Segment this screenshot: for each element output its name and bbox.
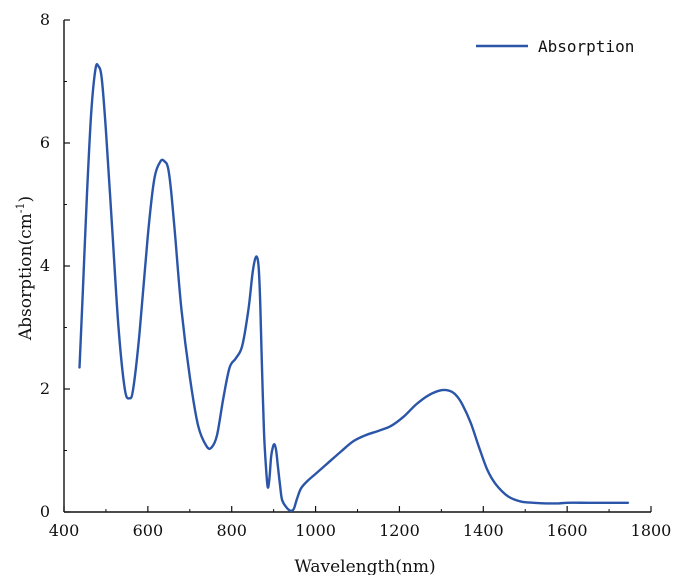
x-tick-label: 1800 (631, 521, 672, 540)
y-axis-label-sup: -1 (14, 203, 27, 214)
x-tick-label: 1400 (463, 521, 504, 540)
series-layer (78, 63, 630, 513)
x-axis-label: Wavelength(nm) (294, 557, 435, 575)
y-tick-label: 8 (40, 10, 50, 29)
y-axis-label-tail: ) (16, 196, 36, 203)
y-tick-label: 4 (40, 256, 50, 275)
y-tick-label: 2 (40, 379, 50, 398)
y-axis-label-main: Absorption(cm (16, 213, 36, 341)
x-tick-label: 1600 (547, 521, 588, 540)
legend: Absorption (476, 37, 634, 56)
ticks (63, 19, 652, 513)
tick-labels: 400 600 800 1000 1200 1400 1600 1800 0 2 4 6 8 (40, 10, 672, 540)
x-tick-label: 400 (49, 521, 80, 540)
x-tick-label: 1000 (295, 521, 336, 540)
x-tick-label: 600 (133, 521, 164, 540)
y-tick-label: 6 (40, 133, 50, 152)
series-line-absorption (78, 63, 630, 513)
x-tick-label: 1200 (379, 521, 420, 540)
y-tick-label: 0 (40, 502, 50, 521)
y-axis-label: Absorption(cm-1) (14, 196, 36, 341)
legend-label: Absorption (538, 37, 634, 56)
x-tick-label: 800 (216, 521, 247, 540)
